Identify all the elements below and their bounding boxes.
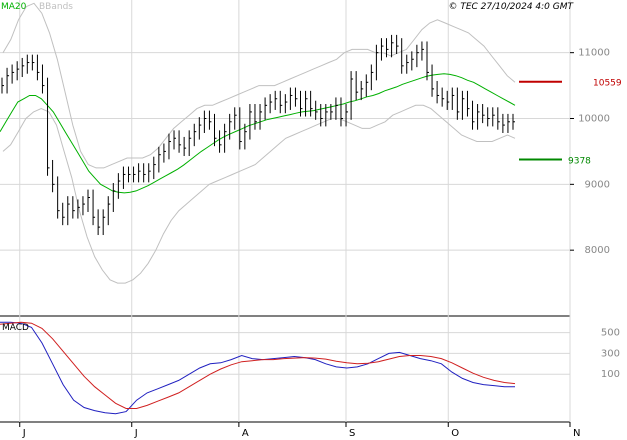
price-axis-ticks: 8000 9000 10000 11000 xyxy=(570,48,610,256)
support-label: 9378 xyxy=(568,156,591,166)
resistance-label: 10559 xyxy=(593,79,622,89)
macd-line xyxy=(0,321,515,415)
price-tick-label: 10000 xyxy=(578,114,610,125)
copyright-text: © TEC 27/10/2024 4:0 GMT xyxy=(448,2,574,12)
macd-axis-ticks: 100 300 500 xyxy=(601,328,620,381)
price-tick-label: 9000 xyxy=(585,179,610,190)
price-tick-label: 8000 xyxy=(585,245,610,256)
month-label: N xyxy=(573,428,580,439)
macd-grid xyxy=(0,332,570,375)
price-tick-label: 11000 xyxy=(578,48,610,59)
bbands-legend-label: BBands xyxy=(39,2,73,12)
signal-line xyxy=(0,321,516,409)
ma20-legend-label: MA20 xyxy=(1,2,27,12)
macd-lines xyxy=(0,321,516,415)
bb-upper-line xyxy=(2,2,516,169)
price-levels xyxy=(519,80,562,161)
month-label: A xyxy=(242,428,249,439)
price-grid xyxy=(0,0,571,422)
macd-tick-label: 500 xyxy=(601,328,620,339)
ma20-line xyxy=(0,73,516,194)
macd-panel-title: MACD xyxy=(2,323,29,333)
month-label: J xyxy=(134,428,138,439)
macd-tick-label: 300 xyxy=(601,348,620,359)
ma20-line-group xyxy=(0,73,516,194)
price-bars xyxy=(1,34,515,236)
macd-tick-label: 100 xyxy=(601,369,620,380)
month-label: J xyxy=(22,428,26,439)
month-label: S xyxy=(349,428,355,439)
bollinger-bands xyxy=(2,2,516,284)
month-label: O xyxy=(451,428,459,439)
bb-lower-line xyxy=(2,104,516,284)
